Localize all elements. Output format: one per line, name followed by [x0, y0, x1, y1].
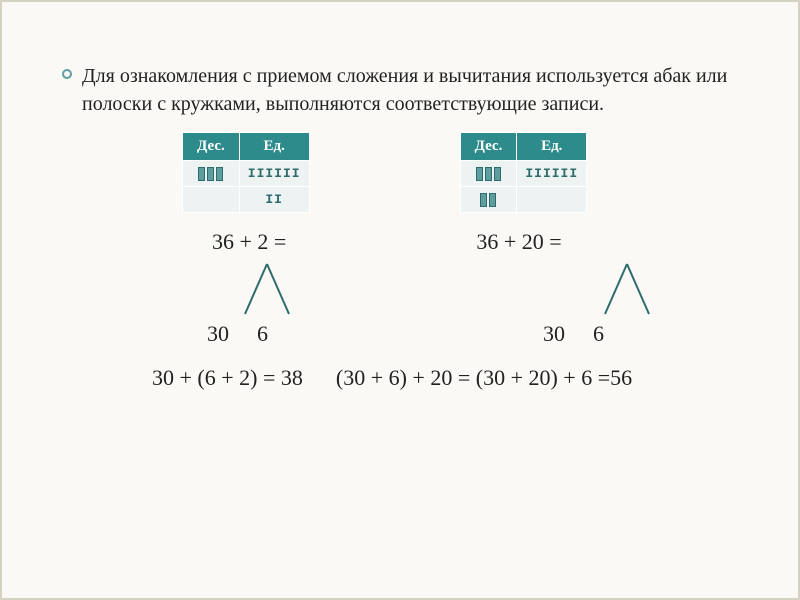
- final-right: (30 + 6) + 20 = (30 + 20) + 6 =56: [336, 365, 632, 390]
- tables-row: Дес. Ед. IIIIII II Дес. Ед. IIIIII: [62, 132, 738, 213]
- equations-row: 36 + 2 = 36 + 20 =: [62, 229, 738, 255]
- right-th-tens: Дес.: [460, 133, 517, 161]
- eq-left: 36 + 2 =: [212, 229, 286, 255]
- intro-text: Для ознакомления с приемом сложения и вы…: [82, 62, 738, 118]
- eq-right: 36 + 20 =: [476, 229, 561, 255]
- left-r2-ones: II: [239, 187, 309, 213]
- parts-left-b: 6: [257, 321, 268, 347]
- left-th-tens: Дес.: [183, 133, 240, 161]
- bullet-icon: [62, 69, 72, 79]
- left-r1-tens: [183, 161, 240, 187]
- parts-right-b: 6: [593, 321, 604, 347]
- intro-row: Для ознакомления с приемом сложения и вы…: [62, 62, 738, 118]
- right-r1-ones: IIIIII: [517, 161, 587, 187]
- tens-marks: [475, 166, 502, 181]
- left-r2-tens: [183, 187, 240, 213]
- parts-left-a: 30: [207, 321, 229, 347]
- right-r2-tens: [460, 187, 517, 213]
- right-r2-ones: [517, 187, 587, 213]
- parts-right: 30 6: [543, 321, 604, 347]
- right-th-ones: Ед.: [517, 133, 587, 161]
- final-row: 30 + (6 + 2) = 38 (30 + 6) + 20 = (30 + …: [62, 365, 738, 391]
- parts-row: 30 6 30 6: [62, 321, 738, 347]
- slide-content: Для ознакомления с приемом сложения и вы…: [2, 2, 798, 431]
- left-th-ones: Ед.: [239, 133, 309, 161]
- final-left: 30 + (6 + 2) = 38: [152, 365, 303, 390]
- branches-row: [62, 259, 738, 319]
- tens-marks: [197, 166, 224, 181]
- branch-left-icon: [237, 259, 297, 319]
- tens-marks: [479, 192, 497, 207]
- left-r1-ones: IIIIII: [239, 161, 309, 187]
- parts-right-a: 30: [543, 321, 565, 347]
- left-table: Дес. Ед. IIIIII II: [182, 132, 310, 213]
- right-r1-tens: [460, 161, 517, 187]
- branch-right-icon: [597, 259, 657, 319]
- parts-left: 30 6: [207, 321, 268, 347]
- right-table: Дес. Ед. IIIIII: [460, 132, 588, 213]
